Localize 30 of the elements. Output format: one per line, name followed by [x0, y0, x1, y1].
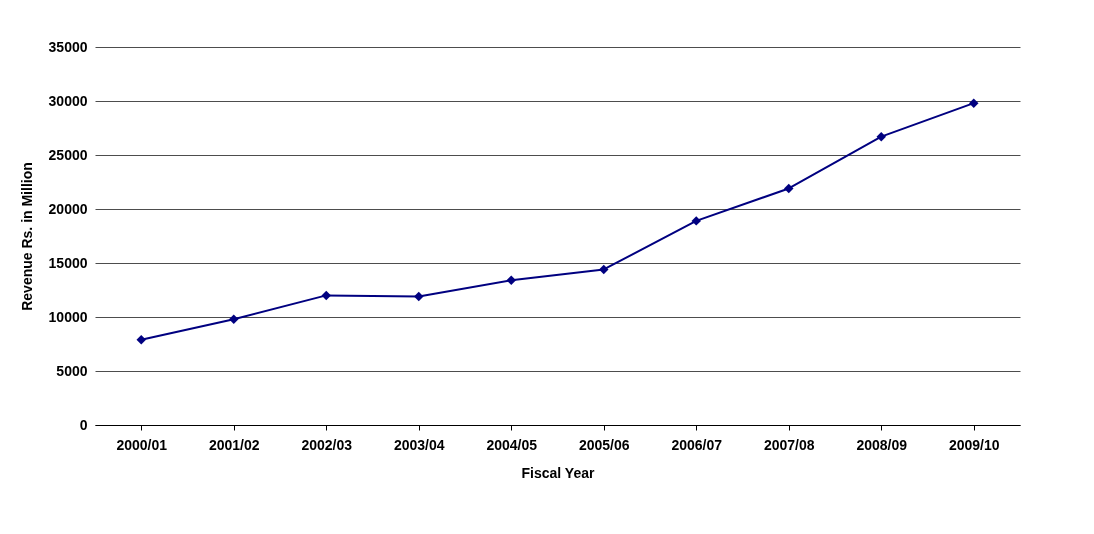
x-tick-label: 2005/06	[578, 436, 630, 453]
y-tick-label: 10000	[48, 308, 88, 325]
x-tick-label: 2009/10	[948, 436, 1000, 453]
y-tick-label: 15000	[48, 254, 88, 271]
y-tick-label: 0	[79, 416, 88, 433]
y-tick-label: 30000	[48, 92, 88, 109]
point	[229, 314, 239, 324]
x-tick-label: 2008/09	[856, 436, 908, 453]
point	[136, 334, 146, 345]
y-tick-label: 35000	[48, 38, 88, 55]
x-tick-label: 2004/05	[486, 436, 538, 453]
point	[599, 264, 609, 275]
x-tick-label: 2001/02	[208, 436, 260, 453]
x-tick-label: 2002/03	[301, 436, 353, 453]
point	[321, 290, 331, 301]
x-tick-label: 2007/08	[763, 436, 815, 453]
x-tick-label: 2000/01	[116, 436, 168, 453]
point	[969, 98, 979, 108]
x-tick-label: 2006/07	[671, 436, 723, 453]
point	[414, 291, 424, 302]
y-tick-label: 25000	[48, 146, 88, 163]
point	[506, 275, 516, 286]
y-tick-label: 20000	[48, 200, 88, 217]
point	[691, 216, 701, 226]
y-tick-label: 5000	[56, 362, 88, 379]
x-axis-title: Fiscal Year	[521, 464, 595, 481]
y-axis-title: Revenue Rs. in Million	[18, 162, 35, 311]
point	[876, 131, 886, 142]
x-tick-label: 2003/04	[393, 436, 445, 453]
point	[784, 183, 794, 194]
